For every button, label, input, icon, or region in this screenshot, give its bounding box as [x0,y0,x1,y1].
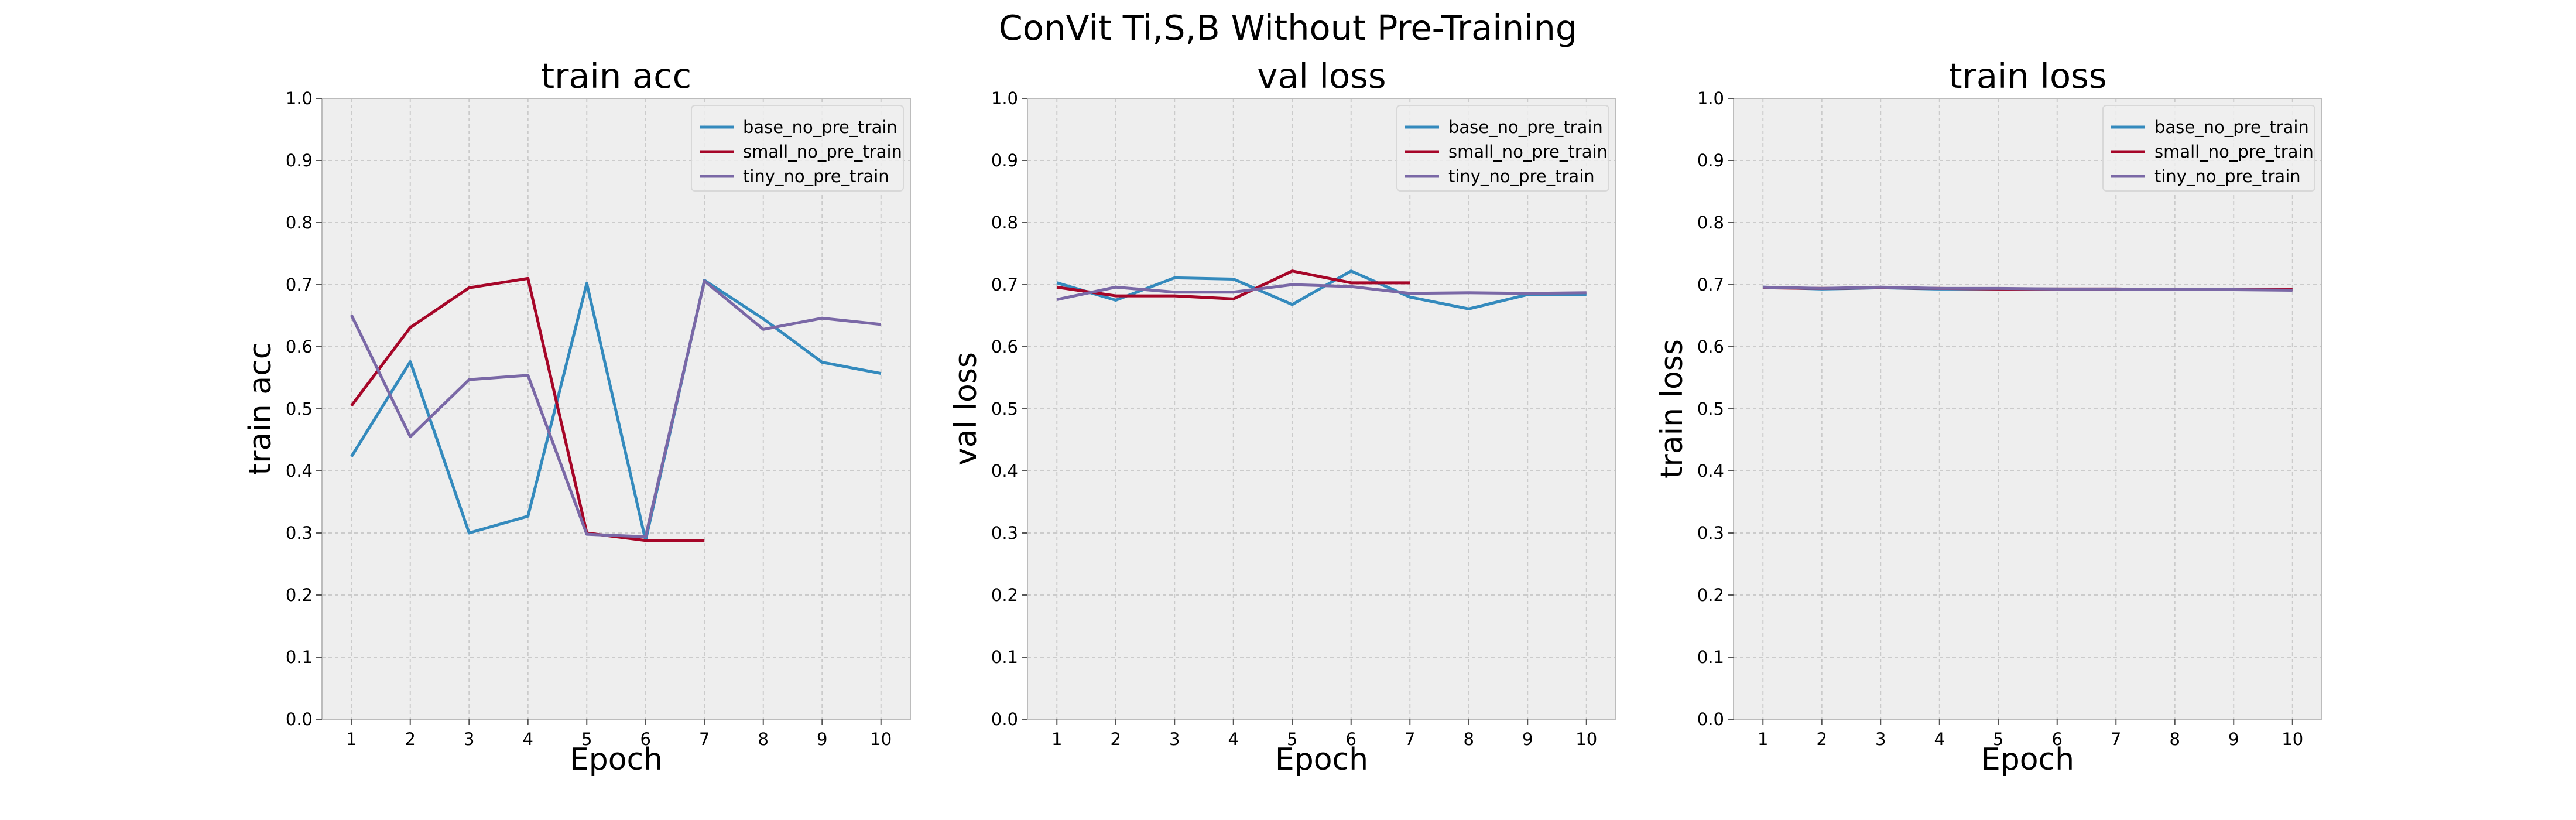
x-tick-label: 10 [870,729,892,749]
x-tick-label: 3 [1169,729,1180,749]
legend-label: small_no_pre_train [743,142,902,162]
series-line-tiny-no-pre-train [350,279,882,538]
y-tick-label: 0.0 [1697,709,1724,729]
x-tick-label: 2 [1111,729,1121,749]
y-tick-label: 0.9 [286,151,313,170]
x-tick-label: 9 [1522,729,1533,749]
legend-label: tiny_no_pre_train [2154,166,2301,186]
y-tick-label: 0.2 [1697,585,1724,605]
y-tick-label: 0.3 [286,523,313,543]
y-axis-label: train acc [243,343,278,476]
subplot-title: train acc [541,56,691,96]
y-tick-label: 0.7 [1697,275,1724,295]
series-line-small-no-pre-train [1056,269,1410,300]
subplot-train-acc: 1 2 3 4 5 6 7 8 9 10 0.0 0.1 0.2 0.3 0.4 0.5 0.6 0.7 0.8 0.… [243,56,911,777]
y-tick-label: 0.8 [1697,213,1724,233]
x-axis-label: Epoch [1981,742,2074,777]
subplot-title: train loss [1948,56,2106,96]
x-tick-label: 1 [1758,729,1768,749]
x-tick-label: 3 [1875,729,1886,749]
x-tick-label: 7 [699,729,710,749]
legend-box [2102,105,2315,192]
x-tick-label: 6 [640,729,651,749]
legend-label: small_no_pre_train [1448,142,1608,162]
figure-title: ConVit Ti,S,B Without Pre-Training [999,8,1578,48]
y-tick-label: 0.3 [991,523,1018,543]
y-tick-label: 0.2 [991,585,1018,605]
y-tick-label: 0.4 [991,461,1018,481]
y-tick-label: 0.5 [991,399,1018,419]
x-tick-label: 4 [1228,729,1239,749]
y-axis-label: val loss [948,352,984,466]
x-tick-label: 2 [405,729,416,749]
y-tick-label: 0.6 [991,337,1018,357]
y-tick-label: 0.8 [286,213,313,233]
y-tick-label: 0.3 [1697,523,1724,543]
y-tick-label: 0.9 [991,151,1018,170]
legend-label: tiny_no_pre_train [1448,166,1595,186]
y-tick-label: 1.0 [1697,88,1724,108]
legend-box [691,105,904,192]
series-line-base-no-pre-train [350,279,882,542]
y-tick-label: 0.0 [991,709,1018,729]
subplot-train-loss: 1 2 3 4 5 6 7 8 9 10 0.0 0.1 0.2 0.3 0.4 0.5 0.6 0.7 0.8 0.… [1654,56,2322,777]
series-line-tiny-no-pre-train [1056,283,1587,301]
x-tick-label: 4 [1934,729,1945,749]
y-tick-label: 0.4 [1697,461,1724,481]
y-tick-label: 0.5 [1697,399,1724,419]
legend-label: tiny_no_pre_train [743,166,889,186]
x-axis-label: Epoch [1275,742,1368,777]
y-tick-label: 0.6 [1697,337,1724,357]
x-tick-label: 10 [2282,729,2303,749]
subplot-title: val loss [1257,56,1386,96]
y-tick-label: 0.1 [286,647,313,667]
x-tick-label: 4 [523,729,533,749]
x-tick-label: 5 [1287,729,1297,749]
x-tick-label: 8 [2170,729,2180,749]
x-tick-label: 6 [1346,729,1356,749]
y-axis-label: train loss [1654,339,1690,479]
y-tick-label: 1.0 [286,88,313,108]
legend-label: small_no_pre_train [2154,142,2314,162]
y-tick-label: 0.7 [991,275,1018,295]
x-tick-label: 6 [2052,729,2063,749]
y-tick-label: 0.0 [286,709,313,729]
x-tick-label: 9 [817,729,827,749]
x-tick-label: 3 [464,729,474,749]
x-tick-label: 7 [2111,729,2121,749]
x-tick-label: 1 [346,729,357,749]
x-axis-label: Epoch [570,742,663,777]
series-line-small-no-pre-train [350,276,705,542]
subplot-val-loss: 1 2 3 4 5 6 7 8 9 10 0.0 0.1 0.2 0.3 0.4 0.5 0.6 0.7 0.8 0.… [948,56,1616,777]
y-tick-label: 1.0 [991,88,1018,108]
x-tick-label: 10 [1575,729,1597,749]
y-tick-label: 0.6 [286,337,313,357]
legend-label: base_no_pre_train [743,117,898,137]
x-tick-label: 1 [1051,729,1062,749]
y-tick-label: 0.9 [1697,151,1724,170]
y-tick-label: 0.2 [286,585,313,605]
series-line-tiny-no-pre-train [1763,285,2293,292]
x-tick-label: 8 [758,729,769,749]
x-tick-label: 8 [1464,729,1474,749]
y-tick-label: 0.5 [286,399,313,419]
x-tick-label: 7 [1405,729,1415,749]
x-tick-label: 5 [581,729,592,749]
y-tick-label: 0.4 [286,461,313,481]
y-tick-label: 0.1 [991,647,1018,667]
y-tick-label: 0.7 [286,275,313,295]
legend-label: base_no_pre_train [1448,117,1603,137]
legend-box [1396,105,1609,192]
x-tick-label: 5 [1993,729,2003,749]
x-tick-label: 9 [2228,729,2239,749]
y-tick-label: 0.8 [991,213,1018,233]
legend-label: base_no_pre_train [2154,117,2309,137]
x-tick-label: 2 [1817,729,1827,749]
y-tick-label: 0.1 [1697,647,1724,667]
